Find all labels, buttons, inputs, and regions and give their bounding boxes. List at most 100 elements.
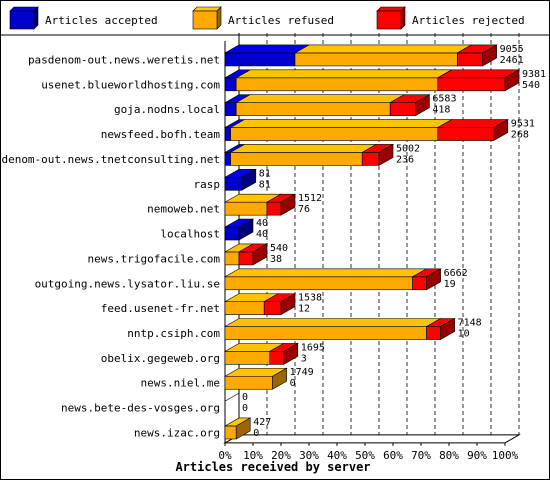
legend-swatch-side: [216, 6, 222, 30]
legend-swatch-top: [9, 6, 39, 12]
x-axis-label: Articles received by server: [175, 460, 370, 474]
bar-value-total: 1512: [298, 193, 322, 204]
bar-value-total: 1538: [298, 293, 322, 304]
bar-end-face: [426, 268, 441, 291]
legend-swatch: [192, 10, 218, 30]
bar-segment: [224, 301, 265, 315]
legend-label: Articles accepted: [45, 14, 158, 27]
bar-value-total: 9055: [500, 44, 524, 55]
bar-segment: [224, 326, 427, 340]
category-label: newsfeed.bofh.team: [101, 128, 221, 141]
category-label: pasdenom-out.news.weretis.net: [28, 53, 220, 66]
bar-value-total: 6583: [432, 94, 456, 105]
bar-value-secondary: 40: [256, 229, 268, 240]
x-tick-label: 20%: [271, 449, 291, 462]
bar-value-secondary: 38: [270, 254, 282, 265]
bar-value-secondary: 0: [253, 428, 259, 439]
bar-segment: [389, 102, 416, 116]
bar-segment-top: [223, 44, 311, 54]
bar-segment: [230, 152, 363, 166]
legend-swatch-top: [376, 6, 406, 12]
bar-value-secondary: 19: [444, 279, 456, 290]
bar-segment: [361, 152, 380, 166]
category-label: usenet.blueworldhosting.com: [41, 78, 220, 91]
bar-end-face: [272, 367, 287, 390]
category-label: news.izac.org: [134, 426, 220, 439]
legend-label: Articles refused: [228, 14, 334, 27]
x-tick-label: 0%: [218, 449, 232, 462]
bar-value-total: 7148: [458, 318, 482, 329]
bar-segment: [224, 276, 413, 291]
bar-value-total: 40: [256, 218, 268, 229]
bar-value-secondary: 0: [242, 403, 248, 414]
category-label: rasp: [194, 178, 221, 191]
bar-segment-top: [223, 318, 442, 327]
bar-segment-top: [293, 44, 473, 54]
bar-segment-top: [223, 268, 428, 278]
bar-segment: [437, 127, 495, 141]
bar-value-total: 5002: [396, 143, 420, 154]
x-tick-label: 80%: [439, 449, 459, 462]
legend-swatch-side: [400, 6, 406, 30]
category-label: obelix.gegeweb.org: [101, 352, 220, 365]
bar-segment: [294, 52, 458, 67]
bar-value-total: 427: [253, 417, 271, 428]
bar-segment: [224, 251, 240, 266]
legend-label: Articles rejected: [412, 14, 525, 27]
bar-value-total: 9381: [522, 69, 546, 80]
bar-segment: [224, 425, 237, 440]
bar-end-face: [378, 143, 394, 166]
legend-swatch-side: [33, 6, 39, 30]
bar-end-face: [440, 317, 455, 341]
category-label: news.niel.me: [141, 377, 220, 390]
category-label: pasdenom-out.news.tnetconsulting.net: [0, 153, 220, 166]
bar-segment-top: [235, 94, 406, 103]
bar-end-face: [493, 119, 509, 142]
bar-segment: [224, 351, 271, 365]
bar-value-total: 1695: [301, 342, 325, 353]
bar-value-secondary: 418: [432, 105, 450, 116]
legend-item: Articles rejected: [376, 6, 525, 30]
bar-end-face: [238, 218, 254, 241]
bar-value-total: 540: [270, 243, 288, 254]
bar-segment: [224, 152, 231, 166]
x-tick-label: 50%: [355, 449, 375, 462]
bar-end-face: [241, 168, 257, 191]
bar-row: news.bete-des-vosges.org 00: [61, 392, 248, 415]
category-label: feed.usenet-fr.net: [101, 302, 220, 315]
x-tick-label: 10%: [243, 449, 263, 462]
bar-value-secondary: 268: [511, 130, 529, 141]
bar-end-face: [415, 94, 430, 117]
bar-value-secondary: 0: [290, 378, 296, 389]
bar-segment: [224, 52, 296, 67]
empty-bar-edge: [224, 392, 240, 402]
bar-segment: [224, 375, 273, 390]
bar-segment: [238, 251, 254, 266]
bar-end-face: [280, 293, 296, 316]
bar-value-total: 0: [242, 392, 248, 403]
category-label: localhost: [160, 228, 220, 241]
legend-swatch: [376, 10, 402, 30]
bar-row: pasdenom-out.news.tnetconsulting.net 5002…: [0, 143, 420, 166]
bar-value-secondary: 76: [298, 204, 310, 215]
bar-segment: [224, 102, 237, 116]
legend-item: Articles accepted: [9, 6, 158, 30]
bar-segment: [412, 276, 427, 291]
legend-swatch: [9, 10, 35, 30]
bar-value-secondary: 81: [259, 179, 271, 190]
category-label: goja.nodns.local: [114, 103, 220, 116]
category-label: outgoing.news.lysator.liu.se: [35, 277, 220, 290]
